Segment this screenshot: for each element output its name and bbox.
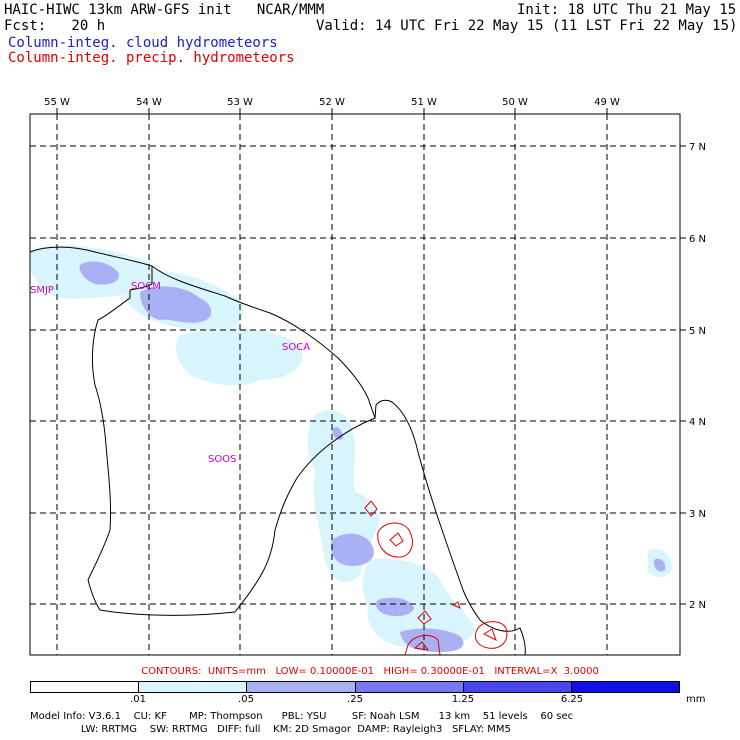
lon-ticks xyxy=(56,108,608,114)
color-bin xyxy=(355,682,464,692)
colorbar-units: mm xyxy=(686,694,706,705)
init-time: Init: 18 UTC Thu 21 May 15 xyxy=(517,2,737,18)
station-label: SOOS xyxy=(208,454,236,465)
forecast-hour: Fcst: 20 h xyxy=(4,18,106,34)
lat-ticks xyxy=(680,145,686,605)
lat-label: 3 N xyxy=(689,509,706,520)
lon-label: 54 W xyxy=(136,97,162,108)
model-info-line2: LW: RRTMG SW: RRTMG DIFF: full KM: 2D Sm… xyxy=(30,724,511,735)
station-label: SOCM xyxy=(131,281,161,292)
lon-label: 53 W xyxy=(227,97,253,108)
colorbar-level: 6.25 xyxy=(560,694,584,705)
colorbar-level: .05 xyxy=(238,694,254,705)
lat-label: 4 N xyxy=(689,417,706,428)
lat-label: 6 N xyxy=(689,234,706,245)
lon-label: 55 W xyxy=(44,97,70,108)
coastline xyxy=(30,246,526,655)
latlon-grid xyxy=(30,114,680,655)
cloud-light-shading xyxy=(30,245,672,649)
model-info-line1: Model Info: V3.6.1 CU: KF MP: Thompson P… xyxy=(30,711,574,722)
lon-label: 52 W xyxy=(319,97,345,108)
colorbar-level: 1.25 xyxy=(451,694,475,705)
contour-info: CONTOURS: UNITS=mm LOW= 0.10000E-01 HIGH… xyxy=(141,666,599,677)
field-cloud-label: Column-integ. cloud hydrometeors xyxy=(8,35,278,51)
valid-time: Valid: 14 UTC Fri 22 May 15 (11 LST Fri … xyxy=(316,18,738,34)
lat-label: 7 N xyxy=(689,142,706,153)
lat-label: 5 N xyxy=(689,326,706,337)
colorbar-level: .01 xyxy=(130,694,146,705)
lon-label: 51 W xyxy=(411,97,437,108)
color-bin xyxy=(139,682,248,692)
color-bar xyxy=(30,681,680,693)
color-bin xyxy=(31,682,140,692)
model-title: HAIC-HIWC 13km ARW-GFS init NCAR/MMM xyxy=(4,2,325,18)
map-frame xyxy=(29,113,681,656)
color-bin xyxy=(571,682,680,692)
station-label: SMJP xyxy=(30,285,54,296)
lat-label: 2 N xyxy=(689,600,706,611)
lon-label: 50 W xyxy=(502,97,528,108)
color-bin xyxy=(247,682,356,692)
precip-contours xyxy=(364,500,508,655)
station-label: SOCA xyxy=(282,342,310,353)
lon-label: 49 W xyxy=(594,97,620,108)
field-precip-label: Column-integ. precip. hydrometeors xyxy=(8,50,295,66)
color-bin xyxy=(463,682,572,692)
colorbar-level: .25 xyxy=(347,694,363,705)
